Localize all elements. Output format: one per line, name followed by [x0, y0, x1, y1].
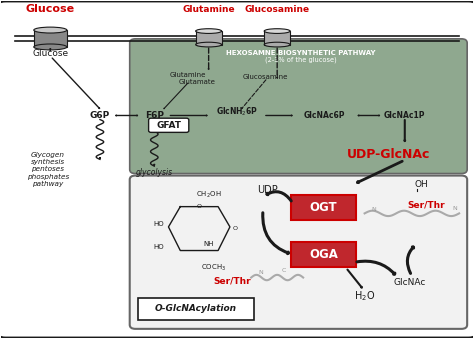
Text: Glucosamine: Glucosamine — [243, 74, 288, 80]
Text: HO: HO — [154, 244, 164, 250]
Ellipse shape — [34, 44, 67, 50]
Ellipse shape — [34, 27, 67, 33]
Text: N: N — [372, 206, 376, 212]
Text: (2-3% of the glucose): (2-3% of the glucose) — [265, 57, 337, 63]
Text: Ser/Thr: Ser/Thr — [407, 200, 445, 210]
Text: Glycogen
synthesis
pentoses
phosphates
pathway: Glycogen synthesis pentoses phosphates p… — [27, 152, 69, 187]
FancyBboxPatch shape — [138, 298, 254, 320]
Text: UDP: UDP — [257, 185, 278, 195]
Text: UDP-GlcNAc: UDP-GlcNAc — [346, 148, 430, 161]
Bar — [264, 31, 290, 45]
Text: NH: NH — [203, 241, 214, 247]
Text: HO: HO — [154, 220, 164, 226]
Bar — [196, 31, 222, 45]
Text: GlcNAc6P: GlcNAc6P — [304, 111, 345, 120]
Text: OH: OH — [414, 180, 428, 189]
Text: N: N — [452, 206, 457, 211]
Text: GlcNAc: GlcNAc — [393, 278, 426, 287]
Text: C: C — [282, 268, 286, 273]
Text: CH$_2$OH: CH$_2$OH — [196, 190, 221, 200]
Text: Glucose: Glucose — [26, 4, 75, 14]
FancyBboxPatch shape — [130, 176, 467, 329]
Text: OGT: OGT — [310, 201, 337, 214]
Text: GlcNAc1P: GlcNAc1P — [384, 111, 426, 120]
Text: N: N — [258, 270, 263, 275]
Text: G6P: G6P — [90, 111, 110, 120]
FancyBboxPatch shape — [130, 39, 467, 174]
Text: Glutamine: Glutamine — [169, 72, 206, 78]
Bar — [34, 30, 67, 47]
Text: O: O — [197, 204, 202, 209]
Text: Glucosamine: Glucosamine — [245, 5, 310, 14]
Text: O-GlcNAcylation: O-GlcNAcylation — [155, 304, 237, 313]
FancyBboxPatch shape — [291, 242, 356, 267]
Text: F6P: F6P — [145, 111, 164, 120]
Text: H$_2$O: H$_2$O — [354, 289, 375, 303]
Text: GlcNH$_2$6P: GlcNH$_2$6P — [216, 106, 258, 118]
Text: Glucose: Glucose — [32, 48, 68, 58]
Text: OGA: OGA — [309, 248, 338, 261]
Text: Glutamine: Glutamine — [182, 5, 235, 14]
Text: O: O — [232, 226, 237, 231]
Text: COCH$_3$: COCH$_3$ — [201, 262, 226, 273]
Ellipse shape — [264, 29, 290, 34]
Ellipse shape — [264, 42, 290, 47]
FancyBboxPatch shape — [291, 195, 356, 220]
Text: Ser/Thr: Ser/Thr — [213, 276, 251, 285]
Text: GFAT: GFAT — [156, 121, 181, 130]
Text: Glutamate: Glutamate — [178, 79, 215, 85]
Text: HEXOSAMNE BIOSYNTHETIC PATHWAY: HEXOSAMNE BIOSYNTHETIC PATHWAY — [226, 50, 375, 56]
Ellipse shape — [196, 29, 222, 34]
Ellipse shape — [196, 42, 222, 47]
Text: glycolysis: glycolysis — [136, 168, 173, 177]
FancyBboxPatch shape — [149, 118, 189, 132]
